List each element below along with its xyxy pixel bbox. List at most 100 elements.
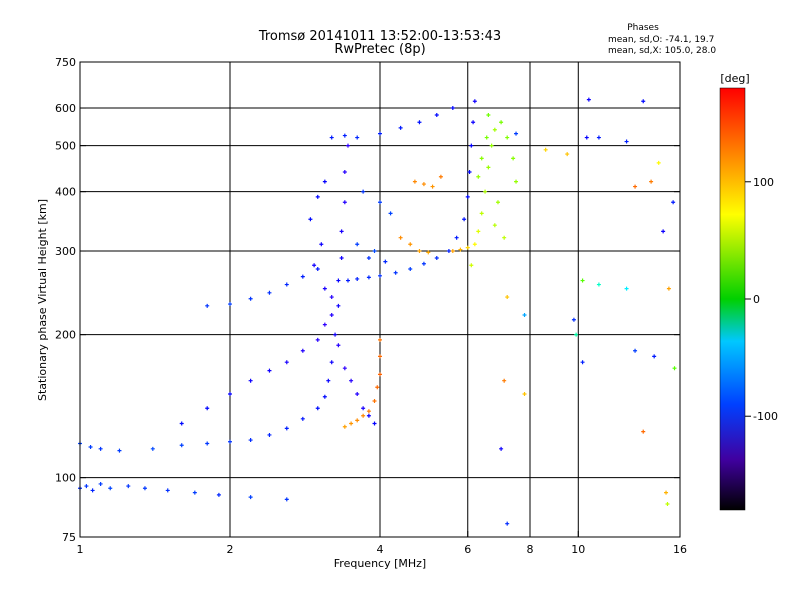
y-tick-label: 100 [55, 472, 76, 485]
data-point [499, 446, 504, 451]
chart-subtitle: RwPretec (8p) [334, 42, 425, 57]
data-point [469, 263, 474, 268]
data-point [248, 438, 253, 443]
data-point [142, 486, 147, 491]
data-point [522, 392, 527, 397]
data-point [571, 317, 576, 322]
data-point [580, 360, 585, 365]
data-point [98, 446, 103, 451]
y-tick-label: 300 [55, 245, 76, 258]
data-point [465, 194, 470, 199]
y-tick-label: 750 [55, 56, 76, 69]
data-point [375, 385, 380, 390]
chart-title: Tromsø 20141011 13:52:00-13:53:43 [258, 29, 501, 44]
data-point [342, 200, 347, 205]
data-point [205, 441, 210, 446]
data-point [378, 337, 382, 342]
data-point [421, 261, 426, 266]
data-point [366, 413, 371, 418]
data-point [514, 179, 519, 184]
data-point [479, 156, 484, 161]
data-point [596, 282, 601, 287]
data-point [438, 174, 443, 179]
x-tick-label: 4 [377, 543, 384, 556]
data-point [329, 313, 334, 318]
data-point [398, 235, 403, 240]
data-point [355, 392, 360, 397]
data-point [312, 263, 317, 268]
data-point [462, 217, 467, 222]
data-point [412, 179, 417, 184]
data-point [315, 406, 320, 411]
data-point [315, 194, 320, 199]
data-point [502, 235, 507, 240]
data-point [192, 490, 197, 495]
data-point [641, 429, 646, 434]
data-point [450, 249, 455, 254]
data-point [117, 448, 122, 453]
x-tick-label: 16 [673, 543, 687, 556]
data-point [652, 354, 657, 359]
data-point [366, 256, 371, 261]
data-point [514, 131, 519, 136]
data-point [179, 421, 184, 426]
data-point [492, 223, 497, 228]
data-point [284, 282, 289, 287]
data-point [664, 490, 669, 495]
data-point [505, 521, 510, 526]
data-point [329, 360, 334, 365]
data-point [361, 413, 366, 418]
data-point [388, 211, 393, 216]
data-point [342, 170, 347, 175]
data-point [465, 245, 470, 250]
data-point [479, 211, 484, 216]
data-point [522, 313, 527, 318]
data-point [450, 106, 455, 111]
data-point [499, 120, 504, 125]
data-point [366, 275, 371, 280]
phase-legend-line-o: mean, sd,O: -74.1, 19.7 [608, 35, 714, 45]
data-point [315, 266, 320, 271]
data-point [502, 378, 507, 383]
data-point [84, 484, 89, 489]
data-point [228, 392, 232, 397]
data-point [228, 302, 232, 307]
data-point [267, 432, 272, 437]
data-point [476, 174, 481, 179]
data-point [315, 337, 320, 342]
data-point [580, 278, 585, 283]
data-point [216, 492, 221, 497]
data-point [656, 160, 661, 165]
x-axis-label: Frequency [MHz] [334, 557, 426, 570]
data-point [430, 184, 435, 189]
data-point [434, 113, 439, 118]
data-point [366, 409, 371, 414]
data-point [458, 247, 463, 252]
y-tick-label: 600 [55, 102, 76, 115]
x-tick-label: 6 [464, 543, 471, 556]
data-point [665, 502, 670, 507]
data-point [378, 131, 382, 136]
data-point [228, 439, 232, 444]
x-tick-label: 8 [527, 543, 534, 556]
data-point [284, 360, 289, 365]
data-point [672, 366, 677, 371]
data-point [355, 135, 360, 140]
grid-lines [80, 62, 680, 537]
phase-legend-line-x: mean, sd,X: 105.0, 28.0 [608, 46, 716, 56]
colorbar-tick-label: -100 [753, 410, 778, 423]
data-point [319, 242, 324, 247]
y-tick-label: 500 [55, 140, 76, 153]
data-point [349, 421, 354, 426]
data-point [342, 424, 347, 429]
data-point [248, 495, 253, 500]
x-tick-label: 10 [571, 543, 585, 556]
colorbar-tick-label: 100 [753, 176, 774, 189]
data-point [446, 249, 451, 254]
x-tick-label: 2 [227, 543, 234, 556]
data-point [361, 189, 366, 194]
data-point [339, 229, 344, 234]
data-point [383, 259, 388, 264]
